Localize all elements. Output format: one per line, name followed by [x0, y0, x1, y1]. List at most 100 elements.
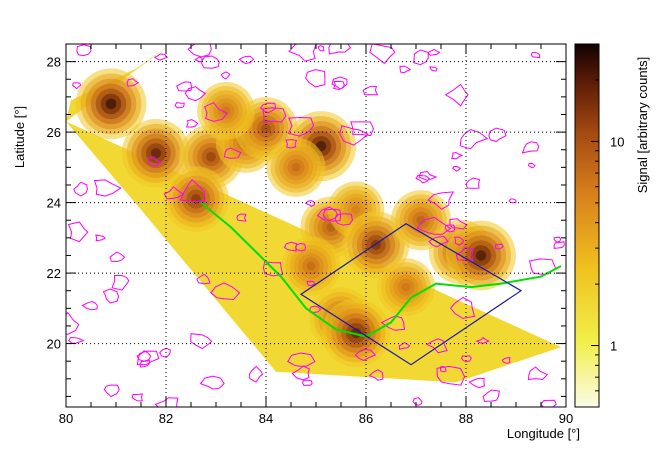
- border-contour: [301, 379, 313, 387]
- border-contour: [328, 44, 352, 55]
- border-contour: [287, 116, 315, 137]
- x-tick-label: 90: [559, 411, 573, 426]
- border-contour: [429, 66, 438, 72]
- border-contour: [190, 333, 213, 350]
- border-contour: [427, 48, 441, 56]
- y-tick-label: 22: [47, 266, 61, 281]
- border-contour: [339, 125, 369, 146]
- border-contour: [200, 55, 220, 69]
- border-contour: [488, 127, 507, 142]
- border-contour: [210, 282, 241, 301]
- border-contour: [354, 348, 377, 361]
- border-contour: [332, 80, 345, 91]
- border-contour: [416, 216, 452, 235]
- border-contour: [72, 82, 82, 90]
- coastline: [200, 201, 562, 338]
- colorbar-tick-label: 10: [610, 134, 624, 149]
- grid: [66, 44, 566, 407]
- border-contour: [109, 251, 126, 263]
- border-contour: [369, 44, 396, 65]
- x-axis-label: Longitude [°]: [507, 426, 580, 441]
- border-contour: [196, 273, 211, 285]
- border-contour: [428, 235, 449, 248]
- border-contour: [287, 352, 316, 367]
- plot-area: [66, 44, 566, 407]
- border-contour: [66, 311, 80, 335]
- border-contour: [380, 315, 406, 331]
- x-axis: 80 82 84 86 88 90: [59, 44, 573, 426]
- hotspot: [163, 166, 229, 232]
- border-contour: [317, 45, 325, 52]
- border-contour: [224, 147, 242, 159]
- colorbar: [574, 43, 600, 408]
- y-tick-label: 24: [47, 196, 61, 211]
- hotspot: [281, 236, 341, 296]
- border-contour: [415, 174, 430, 184]
- border-contour: [350, 121, 375, 137]
- border-contour: [527, 366, 549, 381]
- border-contour: [176, 81, 192, 92]
- border-contour: [126, 78, 140, 87]
- border-contour: [184, 86, 207, 102]
- border-contour: [285, 139, 298, 149]
- border-contour: [295, 242, 307, 252]
- border-contour: [461, 355, 472, 363]
- border-contour: [291, 365, 311, 381]
- border-contour: [95, 234, 106, 242]
- border-contour: [436, 365, 466, 386]
- border-contour: [521, 141, 540, 154]
- border-contour: [425, 338, 448, 354]
- y-tick-label: 28: [47, 55, 61, 70]
- border-contour: [76, 44, 92, 57]
- border-contour: [412, 397, 423, 406]
- hotspot: [197, 82, 255, 140]
- x-tick-label: 80: [59, 411, 73, 426]
- border-contour: [475, 336, 491, 344]
- border-contour: [304, 200, 316, 207]
- border-contour: [288, 44, 317, 62]
- border-contour: [459, 128, 489, 150]
- y-tick-label: 20: [47, 337, 61, 352]
- observation-swath: [66, 44, 561, 383]
- border-contour: [482, 389, 500, 402]
- border-contour: [527, 162, 536, 169]
- border-contour: [220, 71, 231, 80]
- x-tick-label: 88: [459, 411, 473, 426]
- border-contour: [451, 165, 462, 172]
- hotspot: [377, 258, 435, 317]
- border-contour: [306, 280, 316, 287]
- border-contour: [68, 336, 85, 344]
- hotspot: [266, 137, 326, 197]
- border-contour: [553, 236, 562, 243]
- hotspot: [446, 220, 516, 291]
- border-contour: [81, 300, 98, 311]
- border-contour: [305, 69, 326, 88]
- border-contour: [203, 102, 228, 122]
- border-contour: [187, 44, 212, 58]
- border-contour: [501, 357, 511, 364]
- border-contour: [163, 186, 185, 200]
- border-contour: [179, 178, 206, 203]
- border-contour: [283, 241, 298, 252]
- border-contour: [322, 208, 342, 222]
- border-contour: [427, 191, 455, 210]
- border-contour: [262, 107, 287, 123]
- x-tick-label: 84: [259, 411, 273, 426]
- border-contour: [418, 170, 438, 181]
- border-contour: [495, 243, 504, 250]
- border-contour: [103, 384, 120, 398]
- border-contour: [174, 102, 185, 109]
- border-contour: [259, 102, 277, 114]
- border-contour: [444, 224, 456, 233]
- y-axis: 20 22 24 26 28: [47, 43, 566, 397]
- border-contour: [131, 393, 143, 402]
- border-contour: [455, 247, 475, 262]
- border-contour: [102, 288, 120, 304]
- border-contour: [413, 49, 429, 66]
- border-contour: [248, 365, 264, 383]
- border-contour: [362, 85, 379, 96]
- border-contour: [139, 360, 151, 368]
- border-contour: [147, 156, 163, 167]
